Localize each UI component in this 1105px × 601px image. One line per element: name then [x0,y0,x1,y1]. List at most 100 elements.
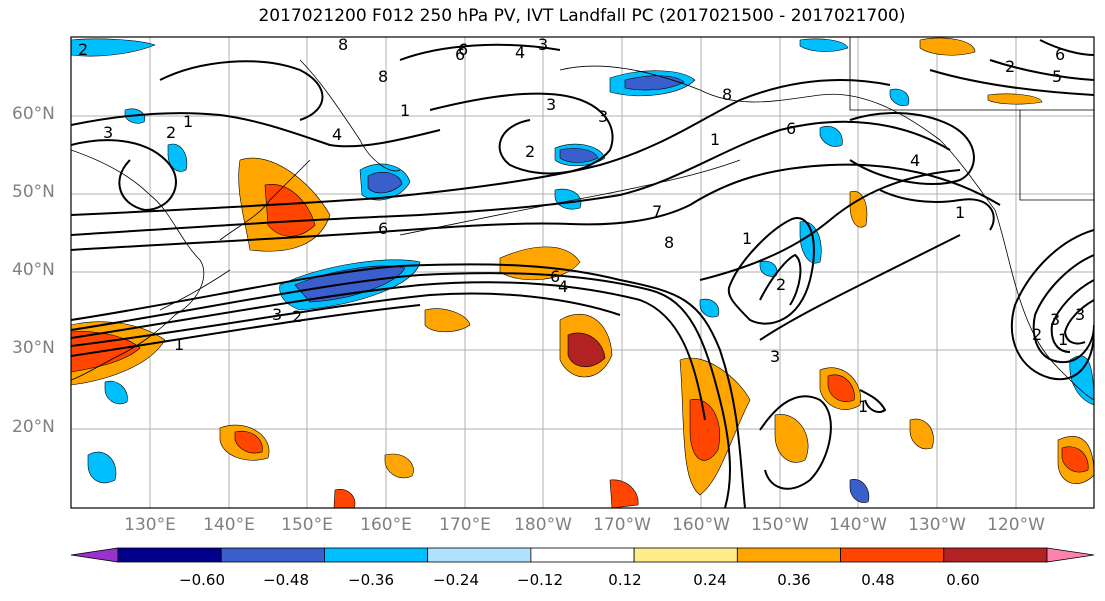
pv-positive-patch [264,184,316,237]
contour-label: 3 [1050,310,1060,329]
lon-label: 140°E [203,515,255,535]
contour-label: 6 [458,40,468,59]
colorbar-tick-label: −0.36 [348,571,394,589]
lon-label: 170°W [593,515,651,535]
coastlines [71,37,1094,401]
contour-label: 2 [166,123,176,142]
pv-positive-patch [987,93,1043,105]
pv-negative-patch [167,143,188,172]
colorbar-segment [324,547,429,563]
contour-label: 8 [338,35,348,54]
lon-label: 150°E [281,515,333,535]
pv-negative-patch [87,451,117,484]
pv-positive-patch [827,374,855,402]
contour-label: 6 [455,45,465,64]
pv-positive-patch [424,308,471,333]
contour-label: 7 [652,202,662,221]
pv-positive-patch [609,479,639,508]
pv-negative-patch [799,38,849,52]
contour-label: 4 [515,43,525,62]
lon-label: 160°W [672,515,730,535]
contour-label: 1 [710,130,720,149]
colorbar-tick-label: 0.36 [777,571,811,589]
pv-negative-patch [819,125,843,147]
pv-negative-patch [559,148,599,163]
contour-label: 6 [786,119,796,138]
pv-negative-patch [889,88,910,106]
colorbar-segment [840,547,945,563]
contour-label: 3 [1075,305,1085,324]
pv-negative-patch [759,260,778,277]
pv-negative-patch [367,172,403,194]
pv-negative-patch [799,221,822,264]
contour-label: 6 [378,219,388,238]
pv-positive-patch [234,430,263,454]
north-america-coastline [994,209,1094,401]
alaska-coastline [559,65,996,211]
contour-label: 4 [910,151,920,170]
contour-label: 1 [183,112,193,131]
lat-label-20n: 20°N [12,417,55,437]
pv-positive-patch [384,453,414,479]
colorbar-segment [943,547,1048,563]
colorbar-tick-label: 0.48 [861,571,895,589]
pv-positive-patch [774,414,809,463]
colorbar-segment [117,547,222,563]
colorbar-tick-label: 0.24 [693,571,727,589]
colorbar-extend-max [1046,547,1095,563]
kamchatka-coastline [299,59,401,172]
pv-positive-patch [849,190,868,228]
contour-label: 2 [776,275,786,294]
contour-label: 8 [664,233,674,252]
colorbar-segment [736,547,841,563]
contour-label: 1 [858,397,868,416]
contour-label: 3 [598,107,608,126]
lon-label: 160°E [360,515,412,535]
contour-label: 1 [955,203,965,222]
contour-label: 2 [78,40,88,59]
contour-label: 6 [550,267,560,286]
map-frame [70,36,1095,509]
colorbar-tick-label: 0.60 [946,571,980,589]
contour-label: 3 [272,305,282,324]
lon-label: 180°W [514,515,572,535]
contour-label: 2 [525,142,535,161]
aleutian-islands [399,159,741,236]
pv-negative-patch [104,380,128,405]
contour-label: 3 [103,123,113,142]
line-contours [71,39,1094,508]
pv-negative-patch [699,298,720,318]
asia-coastline [71,149,205,381]
lon-label: 140°W [829,515,887,535]
contour-label: 2 [1005,57,1015,76]
pv-positive-patch [1061,446,1089,473]
figure-title: 2017021200 F012 250 hPa PV, IVT Landfall… [258,6,906,26]
lon-label: 150°W [751,515,809,535]
map-panel: 2 8 6 4 3 3 2 1 3 2 4 8 6 7 8 6 6 4 1 2 … [70,35,1095,509]
lat-label-40n: 40°N [12,260,55,280]
contour-label: 1 [400,101,410,120]
colorbar-tick-label: 0.12 [608,571,642,589]
colorbar-segment [530,547,635,563]
contour-label: 2 [292,307,302,326]
lon-label: 120°W [987,515,1045,535]
contour-label: 2 [1032,325,1042,344]
colorbar-tick-label: −0.60 [179,571,225,589]
pv-negative-patch [849,479,870,503]
contour-label: 8 [378,67,388,86]
contour-label: 1 [1058,330,1068,349]
colorbar-tick-label: −0.12 [517,571,563,589]
colorbar-extend-min [70,547,119,563]
pv-positive-patch [919,37,976,56]
colorbar-segment [220,547,325,563]
contour-label: 3 [538,35,548,54]
colorbar-tick-label: −0.24 [433,571,479,589]
lat-label-50n: 50°N [12,182,55,202]
contour-label: 1 [742,229,752,248]
pv-positive-patch [499,246,581,281]
lon-label: 130°E [124,515,176,535]
contour-label: 6 [1055,45,1065,64]
contour-label: 1 [174,335,184,354]
japan-coastline [159,159,311,311]
colorbar-tick-label: −0.48 [263,571,309,589]
